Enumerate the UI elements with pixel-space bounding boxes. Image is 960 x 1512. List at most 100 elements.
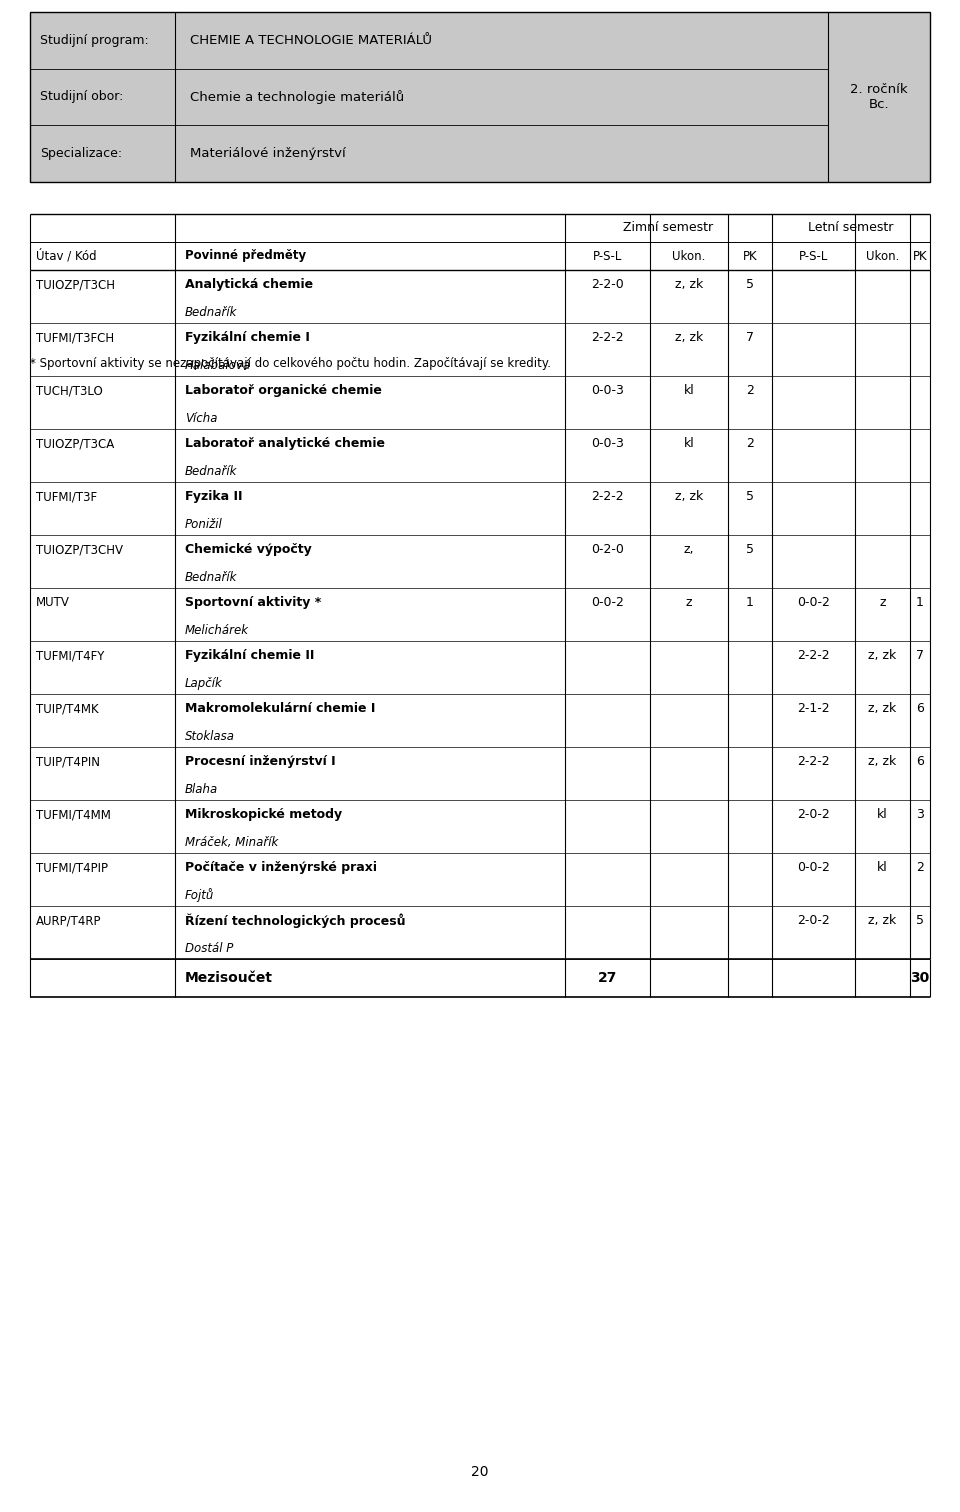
Text: TUIOZP/T3CH: TUIOZP/T3CH — [36, 278, 115, 292]
Text: PK: PK — [913, 249, 927, 263]
Text: Studijní obor:: Studijní obor: — [40, 91, 124, 103]
Text: Zimní semestr: Zimní semestr — [623, 221, 713, 234]
Text: Makromolekulární chemie I: Makromolekulární chemie I — [185, 702, 375, 715]
Text: 1: 1 — [746, 596, 754, 609]
Text: P-S-L: P-S-L — [799, 249, 828, 263]
Text: 6: 6 — [916, 754, 924, 768]
Text: z, zk: z, zk — [869, 702, 897, 715]
Text: Útav / Kód: Útav / Kód — [36, 249, 97, 263]
Text: 0-2-0: 0-2-0 — [591, 543, 624, 556]
Text: Fyzikální chemie I: Fyzikální chemie I — [185, 331, 310, 345]
Text: * Sportovní aktivity se nezapočítávají do celkového počtu hodin. Započítávají se: * Sportovní aktivity se nezapočítávají d… — [30, 357, 551, 370]
Text: z, zk: z, zk — [675, 490, 703, 503]
Text: 3: 3 — [916, 807, 924, 821]
Text: z, zk: z, zk — [675, 278, 703, 292]
Text: 5: 5 — [746, 543, 754, 556]
Text: 1: 1 — [916, 596, 924, 609]
Text: 30: 30 — [910, 971, 929, 984]
Text: Halabalová: Halabalová — [185, 358, 252, 372]
Text: kl: kl — [684, 437, 694, 451]
Text: 5: 5 — [746, 278, 754, 292]
Text: Dostál P: Dostál P — [185, 942, 233, 954]
Text: TUFMI/T4PIP: TUFMI/T4PIP — [36, 860, 108, 874]
Text: 2-2-2: 2-2-2 — [797, 754, 829, 768]
Text: P-S-L: P-S-L — [593, 249, 622, 263]
Text: 7: 7 — [916, 649, 924, 662]
Text: Fojtů: Fojtů — [185, 888, 214, 903]
Text: TUIOZP/T3CA: TUIOZP/T3CA — [36, 437, 114, 451]
Text: Stoklasa: Stoklasa — [185, 730, 235, 742]
Text: TUIP/T4MK: TUIP/T4MK — [36, 702, 99, 715]
Text: z, zk: z, zk — [869, 915, 897, 927]
Text: 0-0-3: 0-0-3 — [591, 384, 624, 398]
Text: TUFMI/T4MM: TUFMI/T4MM — [36, 807, 110, 821]
Text: Analytická chemie: Analytická chemie — [185, 278, 313, 292]
Text: Blaha: Blaha — [185, 783, 218, 795]
Text: Počítače v inženýrské praxi: Počítače v inženýrské praxi — [185, 860, 377, 874]
Text: 2-2-2: 2-2-2 — [797, 649, 829, 662]
Text: 20: 20 — [471, 1465, 489, 1479]
Text: Fyzikální chemie II: Fyzikální chemie II — [185, 649, 314, 662]
Text: Specializace:: Specializace: — [40, 147, 122, 160]
Text: Fyzika II: Fyzika II — [185, 490, 243, 503]
Text: 2-2-2: 2-2-2 — [591, 331, 624, 345]
Text: MUTV: MUTV — [36, 596, 70, 609]
Text: z, zk: z, zk — [869, 754, 897, 768]
Text: 2: 2 — [746, 437, 754, 451]
Text: Ukon.: Ukon. — [672, 249, 706, 263]
Text: kl: kl — [877, 807, 888, 821]
Text: 2-2-2: 2-2-2 — [591, 490, 624, 503]
Text: kl: kl — [877, 860, 888, 874]
Text: 2-0-2: 2-0-2 — [797, 915, 829, 927]
Text: 27: 27 — [598, 971, 617, 984]
Text: Procesní inženýrství I: Procesní inženýrství I — [185, 754, 336, 768]
Text: TUIP/T4PIN: TUIP/T4PIN — [36, 754, 100, 768]
Text: z, zk: z, zk — [869, 649, 897, 662]
Text: Mezisoučet: Mezisoučet — [185, 971, 273, 984]
Text: Melichárek: Melichárek — [185, 624, 249, 637]
Text: 0-0-2: 0-0-2 — [591, 596, 624, 609]
Text: Bednařík: Bednařík — [185, 570, 237, 584]
Text: 5: 5 — [916, 915, 924, 927]
Text: z: z — [685, 596, 692, 609]
Text: 5: 5 — [746, 490, 754, 503]
Text: 6: 6 — [916, 702, 924, 715]
Text: 0-0-3: 0-0-3 — [591, 437, 624, 451]
Text: Letní semestr: Letní semestr — [808, 221, 894, 234]
Text: PK: PK — [743, 249, 757, 263]
Text: kl: kl — [684, 384, 694, 398]
Text: Bednařík: Bednařík — [185, 305, 237, 319]
Text: 2: 2 — [746, 384, 754, 398]
Text: Sportovní aktivity *: Sportovní aktivity * — [185, 596, 322, 609]
Text: Řízení technologických procesů: Řízení technologických procesů — [185, 913, 405, 928]
Text: 2-2-0: 2-2-0 — [591, 278, 624, 292]
Text: Lapčík: Lapčík — [185, 677, 223, 689]
Text: z, zk: z, zk — [675, 331, 703, 345]
Text: TUFMI/T3F: TUFMI/T3F — [36, 490, 97, 503]
Bar — [30, 12, 930, 181]
Text: TUFMI/T3FCH: TUFMI/T3FCH — [36, 331, 114, 345]
Text: Laboratoř analytické chemie: Laboratoř analytické chemie — [185, 437, 385, 451]
Text: z,: z, — [684, 543, 694, 556]
Text: Laboratoř organické chemie: Laboratoř organické chemie — [185, 384, 382, 398]
Text: 0-0-2: 0-0-2 — [797, 860, 830, 874]
Text: 2-1-2: 2-1-2 — [797, 702, 829, 715]
Text: 0-0-2: 0-0-2 — [797, 596, 830, 609]
Text: Povinné předměty: Povinné předměty — [185, 249, 306, 263]
Text: Vícha: Vícha — [185, 411, 218, 425]
Text: Chemie a technologie materiálů: Chemie a technologie materiálů — [190, 91, 404, 104]
Text: Chemické výpočty: Chemické výpočty — [185, 543, 312, 556]
Text: Mráček, Minařík: Mráček, Minařík — [185, 836, 278, 848]
Text: Bednařík: Bednařík — [185, 464, 237, 478]
Text: Ponižil: Ponižil — [185, 517, 223, 531]
Text: 7: 7 — [746, 331, 754, 345]
Text: TUCH/T3LO: TUCH/T3LO — [36, 384, 103, 398]
Text: CHEMIE A TECHNOLOGIE MATERIÁLŮ: CHEMIE A TECHNOLOGIE MATERIÁLŮ — [190, 33, 432, 47]
Text: z: z — [879, 596, 886, 609]
Text: 2. ročník
Bc.: 2. ročník Bc. — [851, 83, 908, 110]
Text: 2-0-2: 2-0-2 — [797, 807, 829, 821]
Text: AURP/T4RP: AURP/T4RP — [36, 915, 102, 927]
Text: Mikroskopické metody: Mikroskopické metody — [185, 807, 342, 821]
Text: TUFMI/T4FY: TUFMI/T4FY — [36, 649, 105, 662]
Text: Ukon.: Ukon. — [866, 249, 900, 263]
